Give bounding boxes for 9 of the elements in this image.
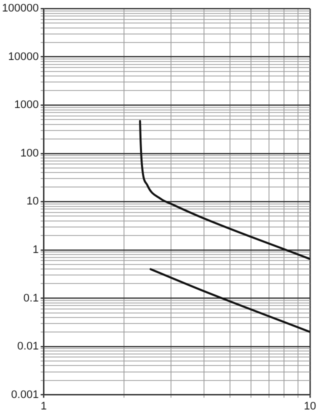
y-tick-label: 100 [20,147,39,160]
y-tick-label: 1 [32,244,39,256]
y-tick-label: 10 [26,196,39,208]
y-tick-label: 10000 [8,50,39,63]
y-tick-label: 0.1 [23,292,39,304]
y-tick-label: 0.01 [17,340,39,353]
y-tick-label: 1000 [14,99,39,112]
y-tick-label: 100000 [2,2,39,15]
y-tick-label: 0.001 [11,388,39,401]
